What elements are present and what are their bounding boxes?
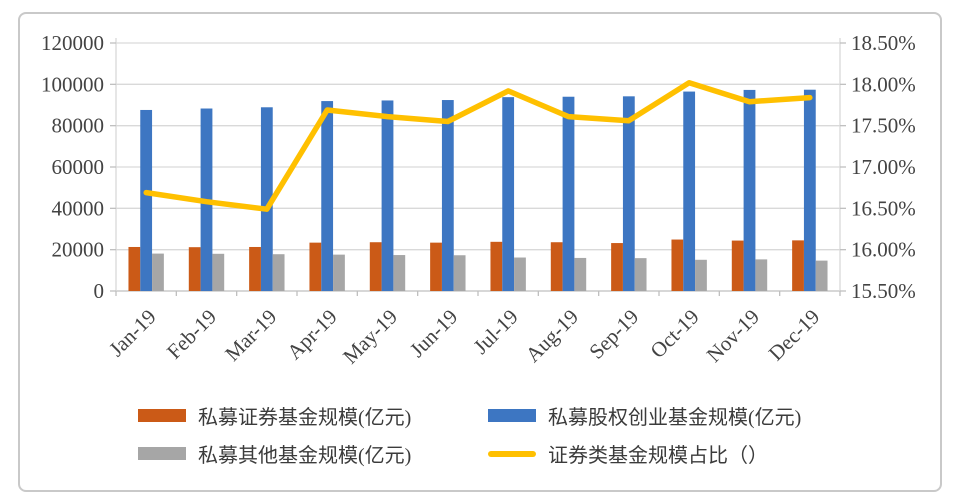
bar-Aug-19 xyxy=(550,242,563,291)
right-axis-tick-label: 17.00% xyxy=(851,155,916,179)
bar-Jun-19 xyxy=(441,100,454,292)
bar-Oct-19 xyxy=(695,259,707,291)
bar-Dec-19 xyxy=(792,240,804,291)
bar-May-19 xyxy=(393,255,406,291)
bar-Apr-19 xyxy=(321,101,334,292)
x-axis-tick-label: Dec-19 xyxy=(764,305,825,366)
legend-item-other-funds: 私募其他基金规模(亿元) xyxy=(138,439,488,468)
legend-swatch-gray-bar xyxy=(138,447,186,460)
legend-label: 证券类基金规模占比（） xyxy=(548,445,768,467)
bar-Jan-19 xyxy=(128,246,141,291)
bar-Sep-19 xyxy=(622,96,635,292)
bar-Jun-19 xyxy=(453,255,466,291)
x-axis-tick-label: Mar-19 xyxy=(220,305,281,366)
x-axis-tick-label: May-19 xyxy=(338,305,402,369)
left-axis-tick-label: 120000 xyxy=(41,31,104,55)
bar-Jan-19 xyxy=(152,253,164,291)
bar-Sep-19 xyxy=(611,243,623,291)
bar-Oct-19 xyxy=(683,91,696,292)
bar-Jul-19 xyxy=(514,257,526,291)
bar-Feb-19 xyxy=(212,253,225,291)
right-axis-tick-label: 18.00% xyxy=(851,72,916,96)
bar-Jul-19 xyxy=(502,97,515,292)
bar-Dec-19 xyxy=(815,260,828,291)
legend-label: 私募证券基金规模(亿元) xyxy=(198,407,412,429)
bar-Oct-19 xyxy=(671,239,684,291)
x-axis-tick-label: Jun-19 xyxy=(405,305,462,362)
x-axis-tick-label: Feb-19 xyxy=(162,305,221,364)
bar-May-19 xyxy=(381,100,394,292)
bar-Sep-19 xyxy=(634,258,647,291)
bar-Jun-19 xyxy=(430,242,442,291)
legend-item-securities-share-line: 证券类基金规模占比（） xyxy=(488,439,801,468)
legend-swatch-yellow-line xyxy=(488,450,536,457)
bar-May-19 xyxy=(369,242,382,291)
left-axis-tick-label: 40000 xyxy=(52,196,105,220)
legend-swatch-orange-bar xyxy=(138,409,186,422)
left-axis-tick-label: 60000 xyxy=(52,155,105,179)
bar-Dec-19 xyxy=(803,89,816,292)
left-axis-tick-label: 100000 xyxy=(41,72,104,96)
chart-legend: 私募证券基金规模(亿元) 私募股权创业基金规模(亿元) 私募其他基金规模(亿元)… xyxy=(138,401,801,468)
right-axis-tick-label: 16.00% xyxy=(851,238,916,262)
legend-item-securities-funds: 私募证券基金规模(亿元) xyxy=(138,401,488,430)
left-axis-tick-label: 0 xyxy=(94,279,105,303)
bar-Jul-19 xyxy=(490,241,503,291)
bar-Feb-19 xyxy=(188,247,201,291)
x-axis-tick-label: Oct-19 xyxy=(645,305,703,363)
line-series xyxy=(143,79,813,212)
right-axis-tick-label: 16.50% xyxy=(851,196,916,220)
bar-Mar-19 xyxy=(260,107,273,292)
bar-Nov-19 xyxy=(731,240,744,291)
bar-Jan-19 xyxy=(140,109,153,291)
legend-item-equity-vc-funds: 私募股权创业基金规模(亿元) xyxy=(488,401,801,430)
x-axis-tick-label: Apr-19 xyxy=(282,305,342,365)
bar-Apr-19 xyxy=(333,254,345,291)
legend-swatch-blue-bar xyxy=(488,409,536,422)
bar-Apr-19 xyxy=(309,242,322,291)
right-axis-tick-label: 15.50% xyxy=(851,279,916,303)
x-axis-tick-label: Jan-19 xyxy=(104,305,161,362)
bar-Nov-19 xyxy=(755,259,768,291)
x-axis-tick-label: Nov-19 xyxy=(702,305,764,367)
x-axis-tick-label: Aug-19 xyxy=(521,305,583,367)
x-axis-tick-label: Jul-19 xyxy=(469,305,523,359)
left-axis-tick-label: 80000 xyxy=(52,114,105,138)
right-axis-tick-label: 17.50% xyxy=(851,114,916,138)
bar-Aug-19 xyxy=(562,96,575,292)
right-axis-tick-label: 18.50% xyxy=(851,31,916,55)
legend-label: 私募股权创业基金规模(亿元) xyxy=(548,407,802,429)
bar-Mar-19 xyxy=(272,254,285,291)
bar-Nov-19 xyxy=(743,89,756,292)
bar-Aug-19 xyxy=(574,257,587,291)
legend-label: 私募其他基金规模(亿元) xyxy=(198,445,412,467)
left-axis-tick-label: 20000 xyxy=(52,238,105,262)
x-axis-tick-label: Sep-19 xyxy=(584,305,643,364)
bar-Mar-19 xyxy=(249,246,261,291)
